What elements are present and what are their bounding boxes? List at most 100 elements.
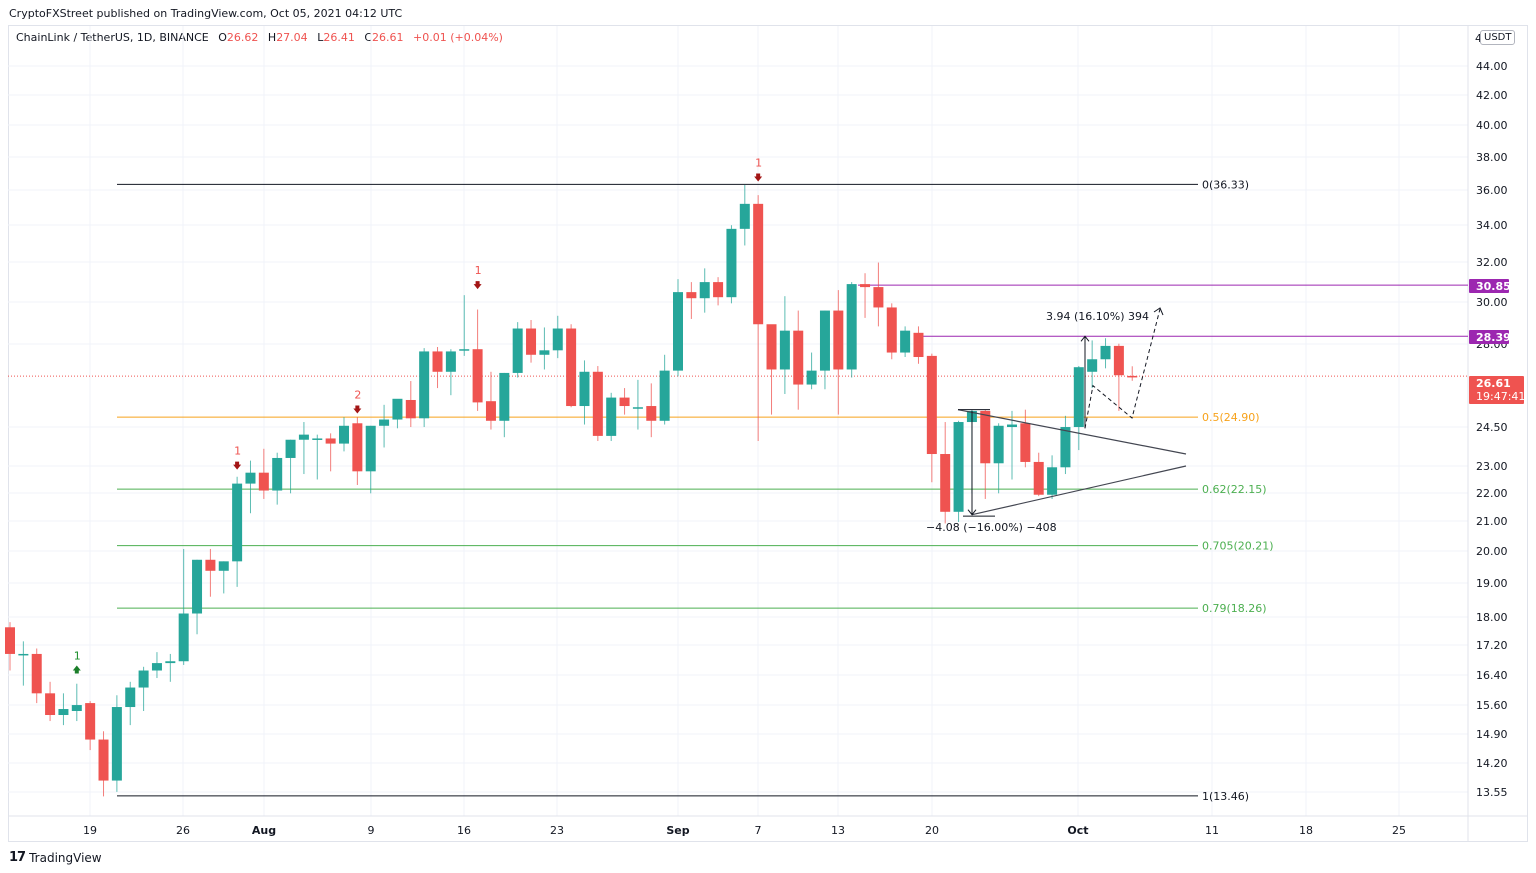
high-value: 27.04: [276, 31, 308, 44]
candle[interactable]: [1073, 366, 1084, 451]
candle[interactable]: [739, 184, 750, 246]
candle[interactable]: [258, 448, 269, 499]
candle[interactable]: [379, 404, 390, 448]
candle[interactable]: [980, 409, 991, 499]
price-tick-label: 15.60: [1476, 699, 1508, 712]
fib-level-label: 0.5(24.90): [1202, 411, 1260, 424]
candle[interactable]: [5, 622, 15, 671]
candle[interactable]: [178, 548, 189, 665]
candle[interactable]: [632, 379, 643, 430]
candle[interactable]: [459, 295, 470, 356]
candle[interactable]: [886, 303, 897, 360]
candle[interactable]: [205, 548, 216, 597]
time-tick-label: 23: [550, 824, 564, 837]
candle[interactable]: [1087, 340, 1098, 389]
arrow-down-icon: [473, 281, 482, 290]
candle[interactable]: [138, 666, 149, 712]
candle[interactable]: [111, 695, 122, 792]
change-value: +0.01 (+0.04%): [413, 31, 503, 44]
brand-footer: 17 TradingView: [9, 850, 102, 865]
candle[interactable]: [1020, 409, 1031, 468]
candle[interactable]: [339, 417, 349, 452]
candle[interactable]: [1100, 338, 1111, 369]
candle[interactable]: [165, 653, 176, 682]
candle[interactable]: [526, 320, 537, 363]
candle[interactable]: [779, 296, 790, 395]
candle[interactable]: [726, 225, 737, 304]
candle[interactable]: [793, 310, 804, 410]
candle[interactable]: [432, 346, 443, 389]
candle[interactable]: [192, 559, 203, 635]
candle[interactable]: [940, 422, 951, 524]
projected-path[interactable]: [1084, 308, 1161, 429]
candle[interactable]: [592, 366, 603, 442]
currency-badge[interactable]: USDT: [1480, 30, 1516, 45]
candle[interactable]: [1033, 452, 1044, 497]
candle[interactable]: [1127, 366, 1138, 381]
candle[interactable]: [151, 652, 162, 679]
candle[interactable]: [619, 388, 630, 415]
candle[interactable]: [1047, 455, 1058, 499]
candle[interactable]: [1113, 343, 1124, 411]
candle[interactable]: [58, 693, 69, 726]
candle[interactable]: [352, 417, 363, 485]
candle[interactable]: [993, 423, 1004, 494]
price-badge: [1469, 330, 1509, 344]
candle[interactable]: [485, 371, 496, 430]
candle[interactable]: [552, 315, 563, 359]
candle[interactable]: [272, 452, 283, 505]
candle[interactable]: [298, 422, 309, 475]
candle[interactable]: [646, 383, 657, 438]
candle[interactable]: [766, 324, 777, 415]
candle[interactable]: [45, 681, 56, 722]
candle[interactable]: [753, 195, 764, 442]
candle[interactable]: [365, 425, 376, 494]
candle[interactable]: [31, 648, 42, 704]
candle[interactable]: [218, 561, 229, 594]
triangle-upper-line[interactable]: [957, 409, 1187, 455]
candle[interactable]: [566, 324, 577, 408]
candle[interactable]: [499, 372, 510, 438]
candle[interactable]: [900, 326, 911, 358]
price-tick-label: 23.00: [1476, 460, 1508, 473]
candle[interactable]: [125, 681, 136, 726]
candle[interactable]: [846, 282, 857, 378]
candle[interactable]: [312, 434, 323, 480]
candle[interactable]: [445, 349, 456, 396]
candle[interactable]: [926, 353, 937, 483]
candle[interactable]: [512, 322, 523, 378]
triangle-lower-line[interactable]: [971, 465, 1187, 516]
candle[interactable]: [472, 309, 483, 411]
candle[interactable]: [245, 460, 256, 514]
candle[interactable]: [673, 279, 683, 377]
candle[interactable]: [85, 701, 96, 751]
candle[interactable]: [18, 641, 29, 686]
candle[interactable]: [686, 282, 697, 319]
candle[interactable]: [325, 433, 336, 472]
candle[interactable]: [606, 392, 617, 442]
candle[interactable]: [860, 273, 871, 318]
candle[interactable]: [285, 439, 296, 494]
candle[interactable]: [833, 290, 844, 415]
candle[interactable]: [539, 327, 550, 370]
candle[interactable]: [873, 262, 884, 327]
candle[interactable]: [699, 268, 710, 313]
time-tick-label: 26: [176, 824, 190, 837]
candle[interactable]: [1060, 415, 1071, 475]
candle[interactable]: [71, 683, 82, 722]
low-label: L: [317, 31, 324, 44]
candle[interactable]: [579, 360, 590, 425]
candle[interactable]: [913, 326, 924, 364]
candle[interactable]: [405, 381, 416, 428]
candle[interactable]: [98, 731, 109, 797]
candle[interactable]: [713, 277, 724, 306]
candle[interactable]: [953, 420, 964, 522]
candle[interactable]: [659, 354, 670, 425]
candle[interactable]: [819, 310, 830, 390]
candle[interactable]: [392, 398, 403, 429]
candle[interactable]: [1007, 410, 1017, 480]
candle[interactable]: [806, 352, 817, 390]
candle[interactable]: [232, 476, 243, 587]
candle[interactable]: [419, 348, 430, 428]
